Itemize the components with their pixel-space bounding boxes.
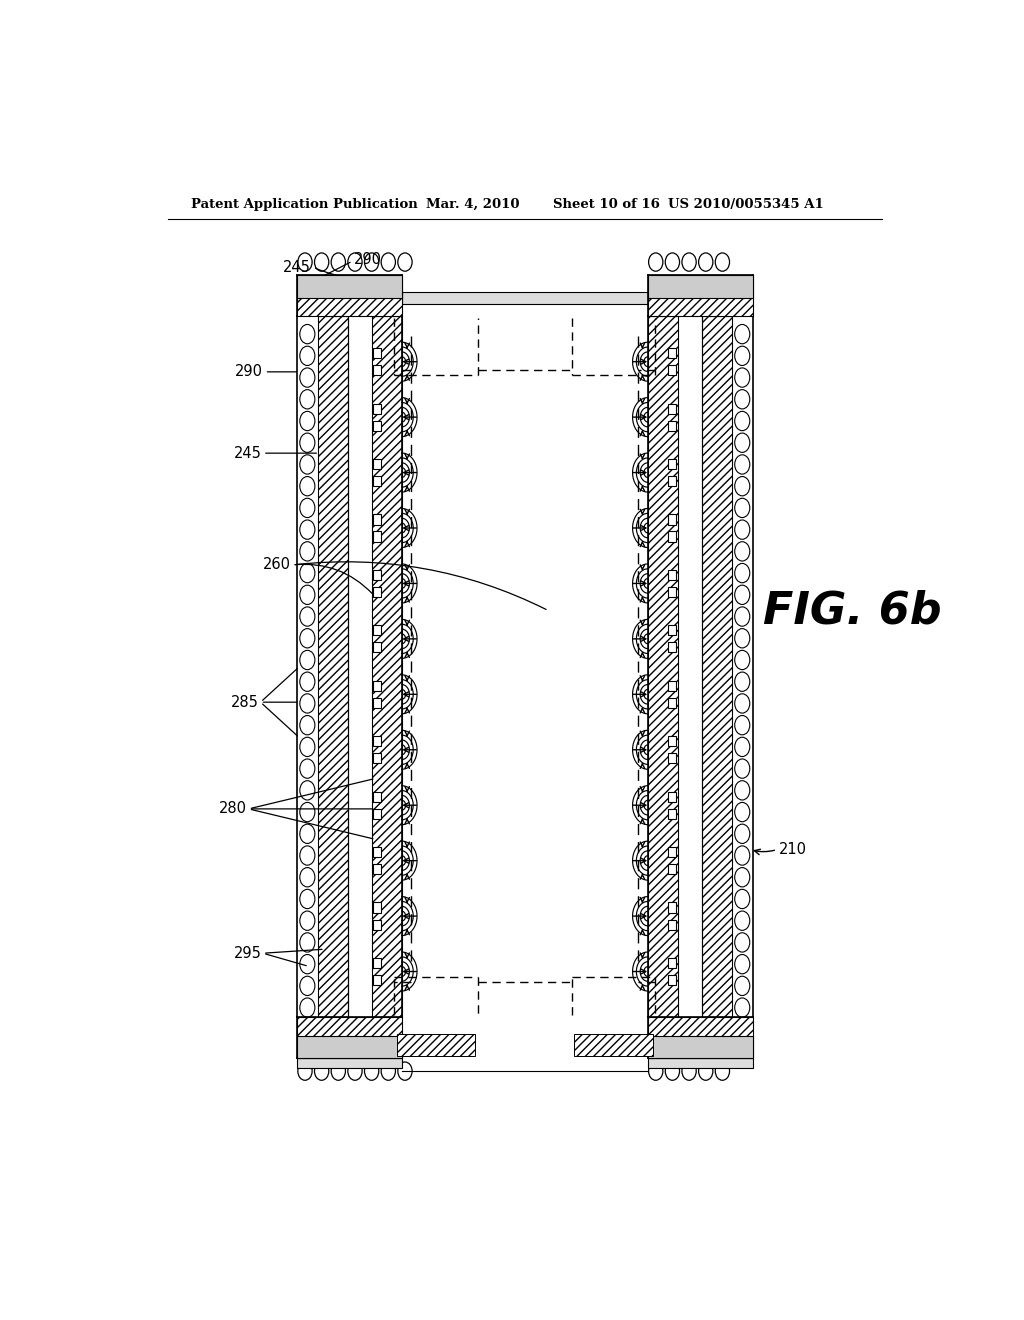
Bar <box>396 1034 475 1056</box>
Text: 280: 280 <box>219 801 247 816</box>
Text: Patent Application Publication: Patent Application Publication <box>191 198 418 211</box>
Bar <box>373 958 381 968</box>
Bar <box>373 404 381 413</box>
Bar <box>373 681 381 690</box>
Bar <box>373 477 381 486</box>
Bar <box>297 1036 401 1057</box>
Bar <box>372 315 401 1018</box>
Bar <box>669 754 677 763</box>
Bar <box>373 532 381 541</box>
Bar <box>669 920 677 929</box>
Bar <box>297 1057 401 1068</box>
Bar <box>373 809 381 818</box>
Bar <box>669 643 677 652</box>
Bar <box>669 587 677 597</box>
Bar <box>648 276 753 315</box>
Bar <box>669 847 677 857</box>
Bar <box>669 865 677 874</box>
Bar <box>648 315 678 1018</box>
Bar <box>373 643 381 652</box>
Bar <box>669 958 677 968</box>
Text: FIG. 6b: FIG. 6b <box>763 589 941 632</box>
Bar <box>401 292 648 304</box>
Bar <box>669 459 677 469</box>
Bar <box>373 626 381 635</box>
Bar <box>669 404 677 413</box>
Text: 245: 245 <box>283 260 310 275</box>
Bar <box>297 276 401 315</box>
Bar <box>317 315 348 1018</box>
Bar <box>373 698 381 708</box>
Text: 285: 285 <box>231 694 259 710</box>
Bar <box>373 515 381 524</box>
Bar <box>373 421 381 430</box>
Bar <box>373 975 381 985</box>
Text: 290: 290 <box>234 364 263 379</box>
Bar <box>648 1057 753 1068</box>
Text: 290: 290 <box>354 252 382 267</box>
Bar <box>373 570 381 579</box>
Bar <box>669 975 677 985</box>
Text: 210: 210 <box>778 842 807 857</box>
Bar <box>669 809 677 818</box>
Bar <box>373 865 381 874</box>
Bar <box>373 366 381 375</box>
Bar <box>648 1036 753 1057</box>
Bar <box>373 920 381 929</box>
Bar <box>648 1018 753 1057</box>
Bar <box>669 348 677 358</box>
Bar <box>669 366 677 375</box>
Bar <box>373 903 381 912</box>
Bar <box>669 698 677 708</box>
Bar <box>373 348 381 358</box>
Text: 295: 295 <box>233 945 261 961</box>
Bar <box>669 626 677 635</box>
Bar <box>669 681 677 690</box>
Bar <box>373 754 381 763</box>
Bar <box>669 421 677 430</box>
Bar <box>701 315 732 1018</box>
Bar <box>297 1018 401 1057</box>
Text: Mar. 4, 2010: Mar. 4, 2010 <box>426 198 519 211</box>
Text: 245: 245 <box>233 446 261 461</box>
Bar <box>669 737 677 746</box>
Bar <box>574 1034 653 1056</box>
Bar <box>669 903 677 912</box>
Bar <box>669 570 677 579</box>
Bar <box>373 792 381 801</box>
Bar <box>669 792 677 801</box>
Bar <box>373 459 381 469</box>
Bar <box>669 515 677 524</box>
Bar <box>669 532 677 541</box>
Bar <box>648 276 753 297</box>
Text: US 2010/0055345 A1: US 2010/0055345 A1 <box>668 198 823 211</box>
Bar <box>297 276 401 297</box>
Text: Sheet 10 of 16: Sheet 10 of 16 <box>553 198 659 211</box>
Bar <box>373 587 381 597</box>
Bar <box>669 477 677 486</box>
Text: 260: 260 <box>263 557 291 573</box>
Bar <box>373 737 381 746</box>
Bar <box>373 847 381 857</box>
